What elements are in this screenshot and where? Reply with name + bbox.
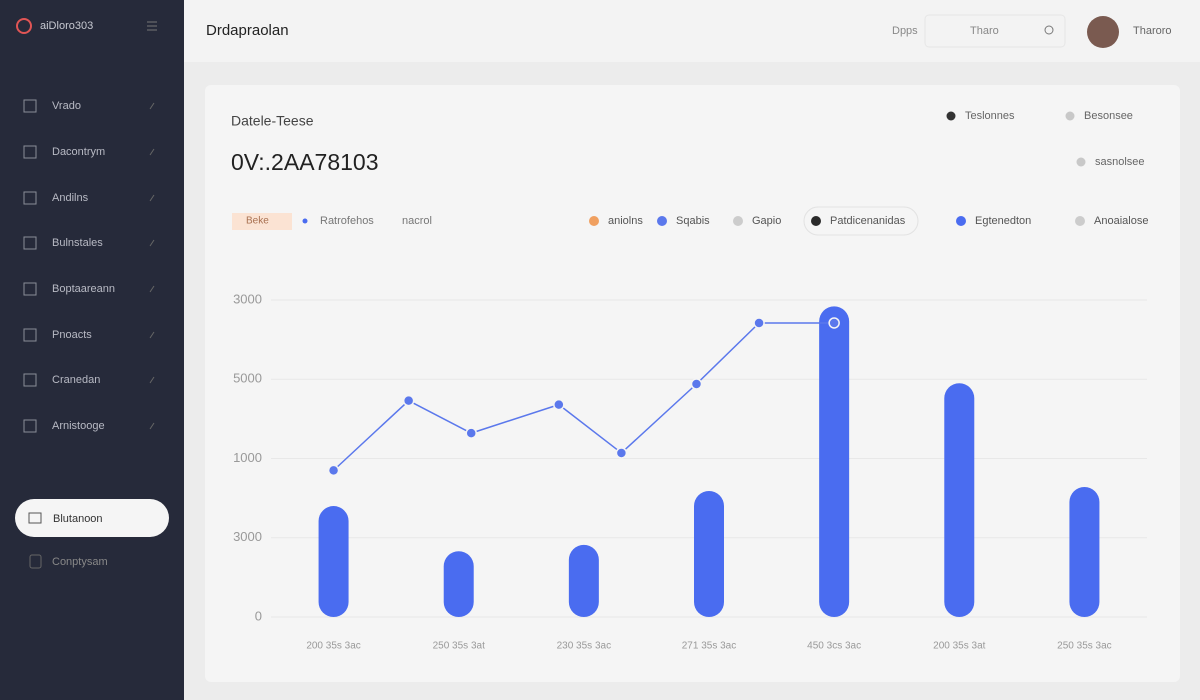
bar <box>318 506 349 617</box>
point <box>465 427 477 439</box>
total: 0V:.2AA78103 <box>231 149 379 175</box>
legend-label: Egtenedton <box>975 215 1031 227</box>
nav-item[interactable]: Cranedan <box>52 374 100 386</box>
filter-option[interactable]: Ratrofehos <box>320 215 374 227</box>
icon <box>29 554 42 569</box>
y-tick-label: 0 <box>255 608 262 623</box>
bar <box>568 544 599 617</box>
search-box[interactable] <box>924 14 1066 48</box>
brand: aiDloro303 <box>40 20 93 32</box>
nav-item[interactable]: Bulnstales <box>52 237 103 249</box>
legend-dot <box>1076 157 1086 167</box>
nav-item[interactable]: Dacontrym <box>52 146 105 158</box>
chevron <box>149 376 155 384</box>
chevron <box>149 331 155 339</box>
legend-label: Anoaialose <box>1094 215 1148 227</box>
legend-dot <box>589 216 599 226</box>
chevron <box>149 194 155 202</box>
bar <box>443 551 474 617</box>
icon <box>23 236 37 250</box>
icon <box>23 191 37 205</box>
x-tick-label: 450 3cs 3ac <box>807 641 861 652</box>
user-name: Tharoro <box>1133 25 1172 37</box>
icon <box>23 328 37 342</box>
legend-label: Sqabis <box>676 215 710 227</box>
filter-extra[interactable]: nacrol <box>402 215 432 227</box>
legend-label: aniolns <box>608 215 643 227</box>
point <box>615 447 628 459</box>
legend-dot <box>657 216 667 226</box>
y-tick-label: 1000 <box>233 450 262 465</box>
filter-tag-label: Beke <box>246 216 269 227</box>
active-label: Blutanoon <box>53 513 103 525</box>
icon <box>23 282 37 296</box>
bar <box>819 306 850 617</box>
search-label: Dpps <box>892 25 918 37</box>
chevron <box>149 422 155 430</box>
x-tick-label: 200 35s 3ac <box>306 641 361 652</box>
nav-item[interactable]: Pnoacts <box>52 329 92 341</box>
icon <box>23 99 37 113</box>
point <box>690 378 703 390</box>
icon <box>23 419 37 433</box>
chevron <box>149 102 155 110</box>
logo <box>16 18 32 34</box>
filter-dot <box>302 218 308 224</box>
active-item[interactable] <box>15 499 169 537</box>
bar <box>1069 487 1100 617</box>
avatar[interactable] <box>1087 16 1119 48</box>
x-tick-label: 250 35s 3ac <box>1057 641 1112 652</box>
chevron <box>149 285 155 293</box>
point <box>828 317 840 329</box>
legend-label: Gapio <box>752 215 781 227</box>
legend-label: Patdicenanidas <box>830 215 906 227</box>
nav-item[interactable]: Andilns <box>52 192 89 204</box>
point <box>553 398 565 411</box>
page-title: Drdapraolan <box>206 22 289 39</box>
x-tick-label: 200 35s 3at <box>933 641 985 652</box>
bar <box>694 490 724 617</box>
search-icon <box>1044 25 1054 35</box>
legend-dot <box>811 216 821 226</box>
point <box>327 464 340 477</box>
y-tick-label: 3000 <box>233 291 262 306</box>
filter-tag[interactable] <box>232 213 292 230</box>
nav-item[interactable]: Boptaareann <box>52 283 115 295</box>
x-tick-label: 271 35s 3ac <box>682 641 737 652</box>
legend-label: sasnolsee <box>1095 156 1145 168</box>
icon <box>23 373 37 387</box>
legend-box[interactable] <box>803 206 919 236</box>
bar <box>944 383 975 617</box>
x-tick-label: 250 35s 3at <box>433 641 485 652</box>
legend-dot <box>733 216 743 226</box>
legend-dot <box>1065 111 1075 121</box>
x-tick-label: 230 35s 3ac <box>557 641 612 652</box>
menu-icon[interactable] <box>147 21 157 31</box>
legend-dot <box>946 111 956 121</box>
y-tick-label: 3000 <box>233 529 262 544</box>
legend-label: Teslonnes <box>965 110 1015 122</box>
point <box>402 394 415 407</box>
legend-label: Besonsee <box>1084 110 1133 122</box>
search-placeholder: Tharo <box>970 25 999 37</box>
card-title: Datele-Teese <box>231 113 314 129</box>
icon <box>28 512 42 524</box>
nav-item[interactable]: Arnistooge <box>52 420 105 432</box>
chevron <box>149 239 155 247</box>
point <box>753 317 765 329</box>
line <box>333 322 835 471</box>
nav-item[interactable]: Vrado <box>52 100 81 112</box>
legend-dot <box>1075 216 1085 226</box>
footer-item[interactable]: Conptysam <box>52 556 108 568</box>
legend-dot <box>956 216 966 226</box>
y-tick-label: 5000 <box>233 371 262 386</box>
icon <box>23 145 37 159</box>
sidebar <box>0 0 184 700</box>
chevron <box>149 148 155 156</box>
